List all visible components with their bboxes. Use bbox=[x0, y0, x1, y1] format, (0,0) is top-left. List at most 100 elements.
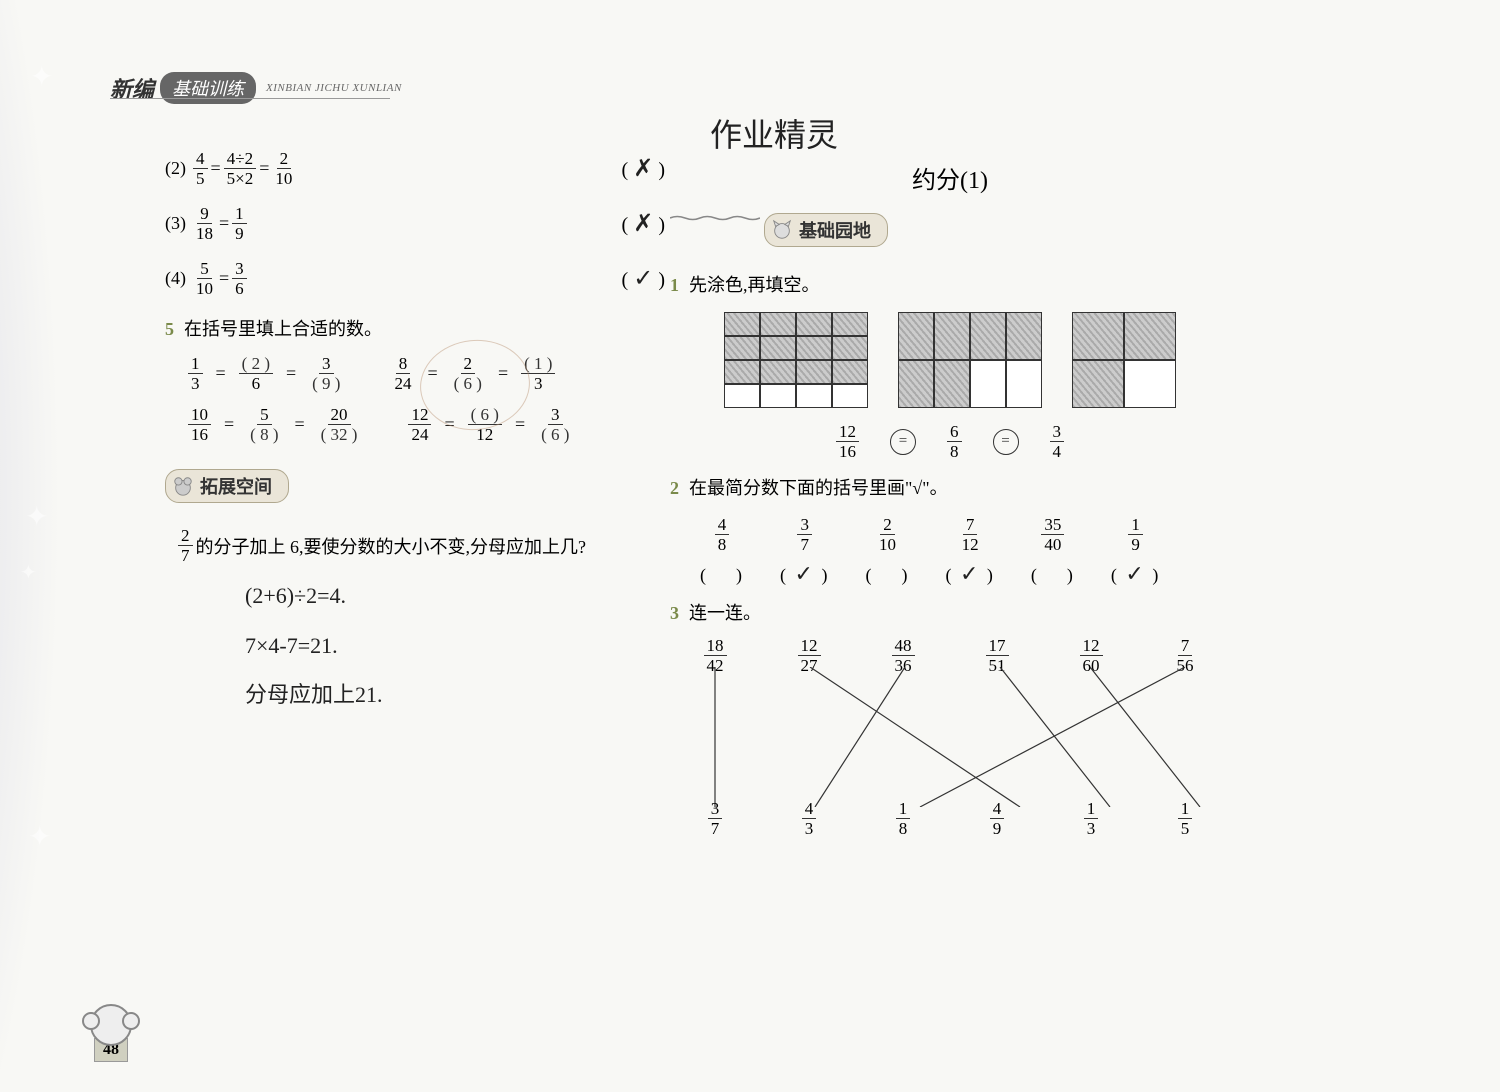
cat-icon bbox=[771, 219, 793, 241]
fraction: 4 5 bbox=[193, 150, 208, 187]
q5-text: 在括号里填上合适的数。 bbox=[184, 319, 382, 339]
grid-cell bbox=[724, 312, 760, 336]
q2-text: 在最简分数下面的括号里画"√"。 bbox=[689, 478, 948, 498]
mouse-icon bbox=[172, 475, 194, 497]
fraction: 3 6 bbox=[232, 260, 247, 297]
left-column: (2) 4 5 = 4÷2 5×2 = 2 10( ✗ ) (3) 9 18 =… bbox=[165, 150, 665, 725]
q2-item: 3 7 ( ✓ ) bbox=[780, 516, 829, 587]
paren-answer: ( ✓ ) bbox=[945, 561, 994, 587]
hand-line: 7×4-7=21. bbox=[245, 626, 665, 666]
chapter-title: 约分(1) bbox=[670, 160, 1230, 195]
grid-cell bbox=[1124, 360, 1176, 408]
q5-fills: 1 3= ( 2 ) 6= 3 ( 9 ) 8 24= 2 ( 6 )= ( 1… bbox=[165, 355, 665, 443]
grid-cell bbox=[724, 384, 760, 408]
hand-line: 分母应加上21. bbox=[245, 675, 665, 715]
grid-cell bbox=[760, 336, 796, 360]
q3-text: 连一连。 bbox=[689, 603, 761, 623]
fraction: 7 12 bbox=[959, 516, 982, 553]
grid-cell bbox=[1006, 360, 1042, 408]
fraction: 1 3 bbox=[188, 355, 203, 392]
fraction: 4 9 bbox=[990, 800, 1005, 837]
fraction: 4÷2 5×2 bbox=[224, 150, 257, 187]
q5-row: 5 在括号里填上合适的数。 bbox=[165, 315, 665, 341]
grid-cell bbox=[1124, 312, 1176, 360]
fraction: 10 16 bbox=[188, 406, 211, 443]
grids-row bbox=[670, 312, 1230, 408]
match-line bbox=[815, 667, 905, 807]
page-number-badge: 48 bbox=[90, 1004, 132, 1062]
fraction: ( 1 ) 3 bbox=[521, 355, 555, 392]
grid-cell bbox=[832, 360, 868, 384]
fraction: 4 3 bbox=[802, 800, 817, 837]
paren-answer: ( ) bbox=[865, 561, 909, 587]
match-bot-item: 3 7 bbox=[690, 800, 740, 837]
q2-items: 4 8 ( ) 3 7 ( ✓ ) 2 10 ( ) 7 12 ( ✓ ) 35… bbox=[700, 516, 1230, 587]
match-bot-item: 1 5 bbox=[1160, 800, 1210, 837]
paren-mark: ( ✗ ) bbox=[622, 209, 665, 238]
match-bottom-row: 3 7 4 3 1 8 4 9 1 3 1 5 bbox=[690, 800, 1210, 837]
grid-cell bbox=[796, 312, 832, 336]
fraction: 12 24 bbox=[408, 406, 431, 443]
basic-section-pill: 基础园地 bbox=[764, 213, 888, 247]
q3-label: 3 bbox=[670, 603, 679, 623]
fraction: 1 3 bbox=[1084, 800, 1099, 837]
q1-label: 1 bbox=[670, 275, 679, 295]
grid-4x2 bbox=[898, 312, 1042, 408]
grid-cell bbox=[1072, 312, 1124, 360]
fraction: 4 8 bbox=[715, 516, 730, 553]
q1-text: 先涂色,再填空。 bbox=[689, 275, 820, 295]
item-label: (3) bbox=[165, 213, 186, 234]
fill-row: 10 16= 5 ( 8 )= 20 ( 32 ) 12 24= ( 6 ) 1… bbox=[185, 406, 665, 443]
grid-cell bbox=[796, 384, 832, 408]
circled-equals: = bbox=[890, 429, 916, 455]
fraction: 2 ( 6 ) bbox=[451, 355, 485, 392]
q1-fracs: 12 16= 6 8= 3 4 bbox=[670, 423, 1230, 460]
grid-2x2 bbox=[1072, 312, 1176, 408]
item-label: (4) bbox=[165, 268, 186, 289]
page-content: (2) 4 5 = 4÷2 5×2 = 2 10( ✗ ) (3) 9 18 =… bbox=[0, 0, 1500, 1092]
wavy-underline bbox=[670, 215, 760, 221]
fraction: 3 ( 6 ) bbox=[538, 406, 572, 443]
fraction: 20 ( 32 ) bbox=[318, 406, 361, 443]
fraction: 5 10 bbox=[193, 260, 216, 297]
judgment-item: (4) 5 10 = 3 6( ✓ ) bbox=[165, 260, 665, 297]
fraction: 1 8 bbox=[896, 800, 911, 837]
fraction: 2 10 bbox=[876, 516, 899, 553]
expand-tail: 的分子加上 6,要使分数的大小不变,分母应加上几? bbox=[196, 533, 587, 559]
grid-cell bbox=[970, 312, 1006, 360]
grid-cell bbox=[934, 360, 970, 408]
expand-frac: 2 7 bbox=[178, 527, 193, 564]
grid-cell bbox=[934, 312, 970, 360]
fraction: 3 7 bbox=[708, 800, 723, 837]
grid-cell bbox=[796, 336, 832, 360]
expand-section-pill: 拓展空间 bbox=[165, 469, 289, 503]
grid-cell bbox=[724, 360, 760, 384]
match-line bbox=[1000, 667, 1110, 807]
fraction: ( 2 ) 6 bbox=[239, 355, 273, 392]
judgment-item: (3) 9 18 = 1 9( ✗ ) bbox=[165, 205, 665, 242]
item-label: (2) bbox=[165, 158, 186, 179]
hand-page-title: 作业精灵 bbox=[710, 110, 838, 156]
fraction: 12 16 bbox=[836, 423, 859, 460]
grid-cell bbox=[796, 360, 832, 384]
expand-question: 2 7 的分子加上 6,要使分数的大小不变,分母应加上几? bbox=[175, 527, 665, 564]
match-bot-item: 1 3 bbox=[1066, 800, 1116, 837]
paren-mark: ( ✗ ) bbox=[622, 154, 665, 183]
grid-cell bbox=[724, 336, 760, 360]
match-lines bbox=[690, 667, 1210, 807]
q3-row: 3 连一连。 bbox=[670, 599, 1230, 625]
fraction: 9 18 bbox=[193, 205, 216, 242]
fraction: ( 6 ) 12 bbox=[468, 406, 502, 443]
q2-item: 35 40 ( ) bbox=[1031, 516, 1075, 587]
grid-cell bbox=[1006, 312, 1042, 360]
monkey-icon bbox=[90, 1004, 132, 1046]
right-column: 作业精灵 约分(1) 基础园地 1 先涂色,再填空。 12 16= 6 8= 3… bbox=[670, 110, 1230, 837]
grid-cell bbox=[898, 312, 934, 360]
paren-answer: ( ✓ ) bbox=[1111, 561, 1160, 587]
match-bot-item: 1 8 bbox=[878, 800, 928, 837]
circled-equals: = bbox=[993, 429, 1019, 455]
grid-4x4 bbox=[724, 312, 868, 408]
q2-row: 2 在最简分数下面的括号里画"√"。 bbox=[670, 474, 1230, 500]
judgment-list: (2) 4 5 = 4÷2 5×2 = 2 10( ✗ ) (3) 9 18 =… bbox=[165, 150, 665, 297]
fraction: 1 9 bbox=[232, 205, 247, 242]
